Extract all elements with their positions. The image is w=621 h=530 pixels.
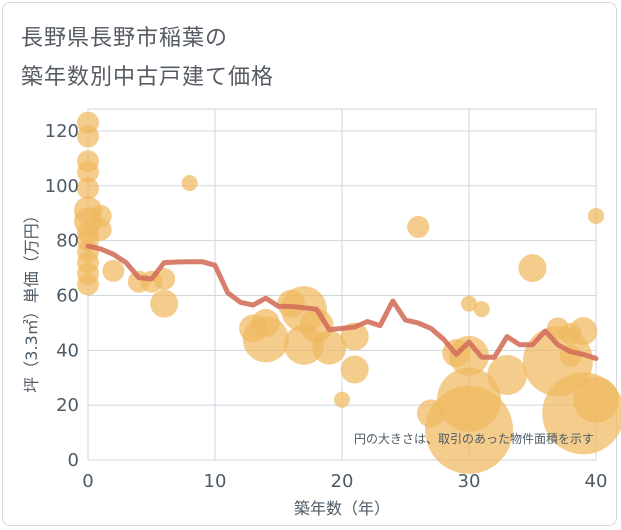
bubble-point (407, 215, 430, 238)
bubble-point (150, 289, 179, 318)
y-tick-label: 0 (68, 450, 79, 471)
trend-line (85, 243, 599, 361)
bubble-point (312, 330, 347, 365)
bubble-point (487, 354, 528, 395)
bubble-point (518, 254, 547, 283)
x-tick-labels: 0 10 20 30 40 (82, 471, 607, 492)
trend-series (85, 243, 599, 361)
bubble-point (77, 161, 99, 184)
bubble-point (242, 316, 289, 363)
bubble-point (461, 295, 477, 312)
y-tick-label: 80 (56, 231, 79, 252)
x-tick-label: 30 (458, 471, 481, 492)
y-tick-label: 60 (56, 285, 79, 306)
y-tick-label: 40 (56, 340, 79, 361)
bubble-point (573, 376, 619, 423)
bubble-point (569, 317, 598, 346)
chart-title-line2: 築年数別中古戸建て価格 (21, 65, 275, 90)
y-tick-label: 20 (56, 395, 79, 416)
bubble-point (588, 207, 604, 224)
bubble-point (89, 218, 112, 241)
y-tick-label: 120 (45, 121, 79, 142)
chart-title-line1: 長野県長野市稲葉の (21, 26, 229, 51)
bubble-point (77, 125, 99, 148)
y-axis-label: 坪（3.3㎡）単価（万円） (22, 207, 41, 392)
x-tick-label: 40 (585, 471, 608, 492)
y-tick-label: 100 (45, 176, 79, 197)
x-tick-label: 0 (82, 471, 93, 492)
bubble-point (425, 385, 513, 474)
bubble-point (77, 177, 99, 200)
x-tick-label: 10 (204, 471, 227, 492)
size-annotation: 円の大きさは、取引のあった物件面積を示す (354, 431, 594, 446)
bubble-point (334, 391, 350, 408)
bubble-point (102, 259, 125, 282)
bubble-point (77, 273, 99, 296)
x-tick-label: 20 (331, 471, 354, 492)
x-axis-label: 築年数（年） (294, 499, 390, 518)
bubble-point (473, 301, 490, 318)
y-tick-labels: 0 20 40 60 80 100 120 (45, 121, 79, 471)
bubble-point (340, 355, 369, 384)
bubble-point (449, 335, 489, 376)
bubble-point (181, 175, 198, 192)
